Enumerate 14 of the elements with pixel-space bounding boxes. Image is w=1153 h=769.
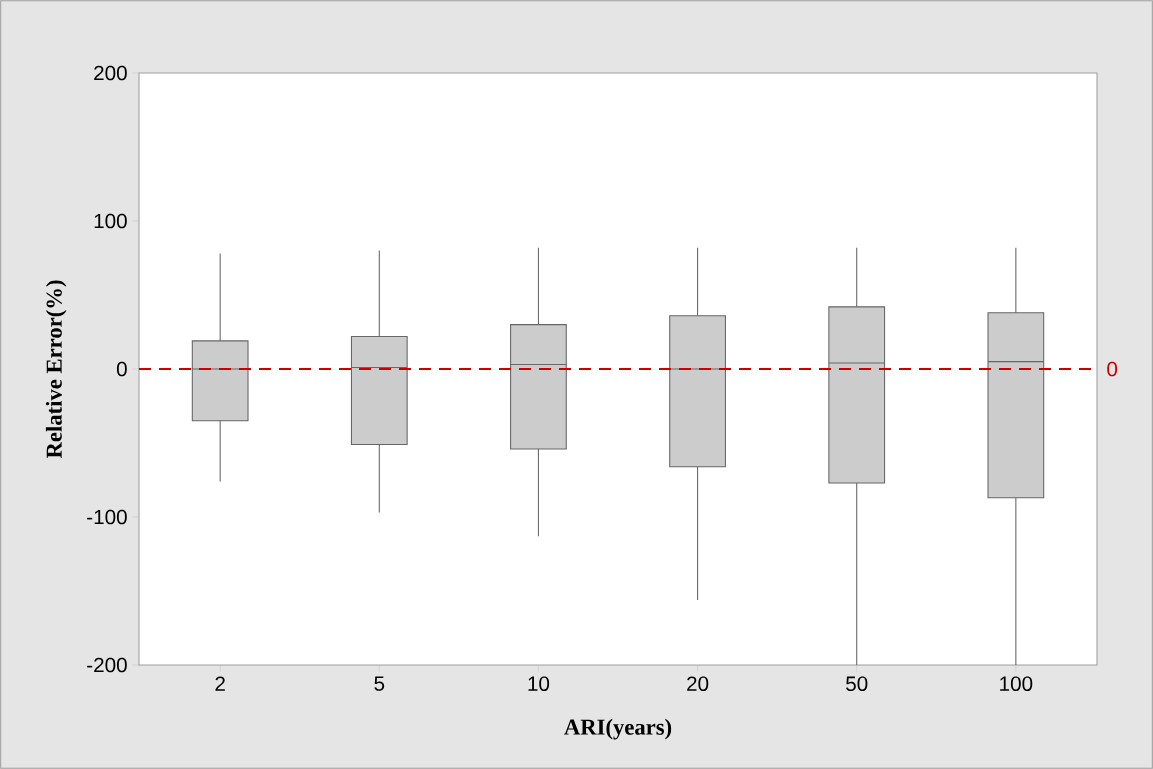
x-tick-label: 100 (1000, 676, 1033, 692)
x-tick-label: 50 (846, 676, 868, 692)
y-tick-label: -100 (87, 509, 127, 525)
x-axis-title: ARI(years) (564, 718, 672, 740)
y-tick-label: -200 (87, 657, 127, 673)
x-tick-label: 20 (687, 676, 709, 692)
x-tick-label: 2 (215, 676, 225, 691)
ref-line-label: 0 (1107, 361, 1118, 377)
y-tick-label: 0 (116, 361, 127, 377)
y-axis-title: Relative Error(%) (45, 280, 67, 459)
y-tick-label: 200 (94, 65, 127, 81)
y-tick-label: 100 (94, 213, 127, 229)
x-tick-label: 5 (374, 676, 385, 691)
x-tick-label: 10 (528, 676, 550, 692)
